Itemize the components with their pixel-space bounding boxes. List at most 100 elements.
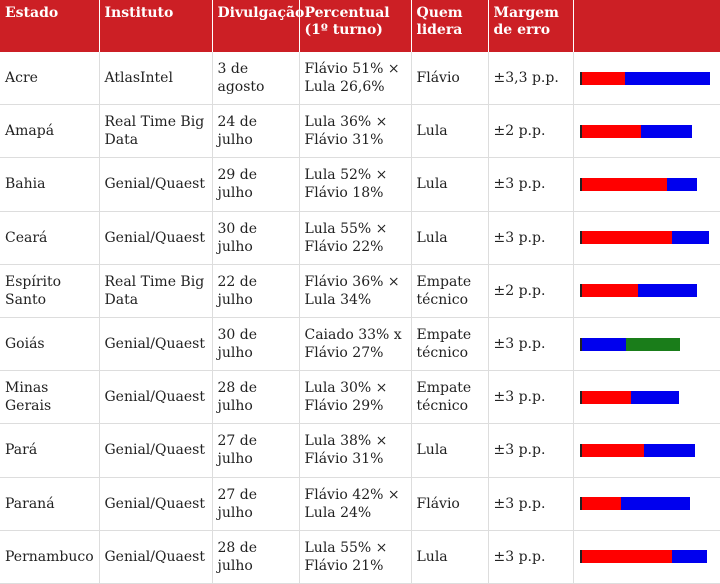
margem-cell: ±3 p.p. [487,157,573,212]
estado-cell: Pernambuco [0,530,99,584]
header-estado: Estado [5,5,59,21]
bar-cell [572,52,720,106]
header-instituto: Instituto [98,0,212,52]
stacked-bar [579,443,712,457]
bar-segment-blue [640,124,693,138]
estado-cell: Pará [0,423,99,478]
margem-cell: ±3 p.p. [487,211,573,265]
percentual-cell: Lula 30% × Flávio 29% [298,370,411,425]
bar-segment-blue [672,231,709,245]
margem-cell: ±3 p.p. [487,530,573,584]
lidera-cell: Lula [410,157,488,212]
divulgacao-cell: 30 de julho [211,317,299,372]
instituto-cell: Genial/Quaest [98,530,212,584]
divulgacao-cell: 27 de julho [211,477,299,531]
bar-segment-green [626,337,681,351]
stacked-bar [579,284,712,298]
instituto-cell: Real Time Big Data [98,104,212,159]
header-lidera: Quem lidera [410,0,488,52]
percentual-cell: Lula 36% × Flávio 31% [298,104,411,159]
divulgacao-cell: 28 de julho [211,370,299,425]
table-row: Goiás Genial/Quaest 30 de julho Caiado 33% … [0,317,720,372]
instituto-cell: AtlasIntel [98,52,212,106]
bar-segment-blue [672,550,707,564]
bar-cell [572,211,720,265]
bar-cell [572,477,720,531]
bar-segment-blue [581,337,627,351]
estado-cell: Espírito Santo [0,264,99,318]
divulgacao-cell: 30 de julho [211,211,299,265]
bar-segment-blue [637,284,697,298]
margem-cell: ±3 p.p. [487,477,573,531]
lidera-cell: Lula [410,104,488,159]
bar-segment-red [581,390,631,404]
estado-cell: Paraná [0,477,99,531]
table-row: Amapá Real Time Big Data 24 de julho Lula 3… [0,104,720,159]
margem-cell: ±2 p.p. [487,104,573,159]
table-row: Acre AtlasIntel 3 de agosto Flávio 51% × Lu… [0,52,720,106]
table-row: Pará Genial/Quaest 27 de julho Lula 38% × F… [0,423,720,478]
stacked-bar [579,71,712,85]
header-bar [572,0,720,52]
margem-cell: ±3 p.p. [487,370,573,425]
percentual-cell: Flávio 51% × Lula 26,6% [298,52,411,106]
stacked-bar [579,390,712,404]
bar-segment-red [581,71,626,85]
bar-segment-blue [625,71,710,85]
lidera-cell: Empate técnico [410,370,488,425]
lidera-cell: Lula [410,211,488,265]
table-row: Bahia Genial/Quaest 29 de julho Lula 52% × … [0,157,720,212]
bar-segment-red [581,124,641,138]
lidera-cell: Flávio [410,52,488,106]
lidera-cell: Flávio [410,477,488,531]
bar-segment-red [581,550,673,564]
lidera-cell: Empate técnico [410,264,488,318]
instituto-cell: Genial/Quaest [98,317,212,372]
percentual-cell: Lula 55% × Flávio 21% [298,530,411,584]
divulgacao-cell: 27 de julho [211,423,299,478]
percentual-cell: Lula 38% × Flávio 31% [298,423,411,478]
margem-cell: ±3,3 p.p. [487,52,573,106]
divulgacao-cell: 29 de julho [211,157,299,212]
margem-cell: ±3 p.p. [487,317,573,372]
percentual-cell: Lula 52% × Flávio 18% [298,157,411,212]
divulgacao-cell: 3 de agosto [211,52,299,106]
table-row: Espírito Santo Real Time Big Data 22 de ju… [0,264,720,318]
bar-cell [572,264,720,318]
bar-cell [572,370,720,425]
estado-cell: Goiás [0,317,99,372]
lidera-cell: Empate técnico [410,317,488,372]
bar-cell [572,530,720,584]
bar-segment-red [581,284,638,298]
header-percentual: Percentual (1º turno) [298,0,411,52]
estado-cell: Amapá [0,104,99,159]
percentual-cell: Caiado 33% x Flávio 27% [298,317,411,372]
bar-segment-red [581,177,668,191]
header-row: Estado Instituto Divulgação Percentual (… [0,0,720,52]
margem-cell: ±3 p.p. [487,423,573,478]
percentual-cell: Flávio 42% × Lula 24% [298,477,411,531]
estado-cell: Minas Gerais [0,370,99,425]
bar-segment-blue [621,497,691,511]
bar-segment-blue [631,390,679,404]
divulgacao-cell: 22 de julho [211,264,299,318]
table-row: Minas Gerais Genial/Quaest 28 de julho Lula… [0,370,720,425]
estado-cell: Acre [0,52,99,106]
instituto-cell: Genial/Quaest [98,477,212,531]
stacked-bar [579,124,712,138]
bar-cell [572,423,720,478]
bar-segment-red [581,443,645,457]
percentual-cell: Lula 55% × Flávio 22% [298,211,411,265]
table-row: Ceará Genial/Quaest 30 de julho Lula 55% × … [0,211,720,265]
table-row: Pernambuco Genial/Quaest 28 de julho Lula 5… [0,530,720,584]
table-body: Acre AtlasIntel 3 de agosto Flávio 51% × Lu… [0,52,720,584]
stacked-bar [579,231,712,245]
bar-segment-red [581,231,673,245]
divulgacao-cell: 24 de julho [211,104,299,159]
bar-cell [572,104,720,159]
instituto-cell: Genial/Quaest [98,423,212,478]
stacked-bar [579,337,712,351]
bar-segment-red [581,497,622,511]
stacked-bar [579,497,712,511]
lidera-cell: Lula [410,423,488,478]
